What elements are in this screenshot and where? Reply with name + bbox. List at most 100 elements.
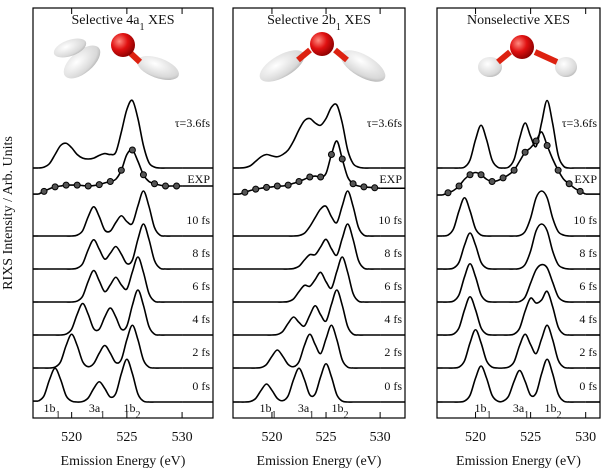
exp-point	[543, 142, 551, 149]
series-label: 0 fs	[192, 379, 210, 393]
series-label: 4 fs	[579, 312, 597, 326]
exp-point	[51, 183, 59, 191]
spectrum	[38, 324, 183, 369]
exp-point	[106, 178, 114, 185]
panel-frame	[436, 7, 601, 419]
exp-point	[273, 182, 281, 190]
peak-label: 1b1	[44, 401, 61, 421]
peak-label: 3a1	[513, 401, 529, 421]
exp-point	[488, 178, 496, 185]
spectrum	[442, 190, 586, 237]
exp-point	[128, 146, 136, 154]
series-label: 8 fs	[579, 246, 597, 260]
exp-point	[62, 181, 70, 189]
spectrum	[442, 290, 586, 336]
series-label: 4 fs	[384, 312, 402, 326]
exp-point	[84, 182, 92, 190]
series-label: 0 fs	[384, 379, 402, 393]
molecule-3	[478, 35, 577, 77]
x-tick-label: 525	[316, 430, 337, 445]
series-label: 6 fs	[384, 279, 402, 293]
text-part: XES	[145, 13, 175, 28]
text-part: 1	[56, 410, 61, 421]
exp-point	[139, 171, 147, 179]
panel-title: Selective 4a1 XES	[72, 13, 175, 33]
x-axis-label: Emission Energy (eV)	[61, 454, 186, 469]
series-label: 6 fs	[579, 279, 597, 293]
series-label: τ=3.6fs	[562, 116, 598, 130]
x-tick-label: 525	[520, 430, 541, 445]
text-part: 1b	[475, 401, 487, 415]
exp-point	[338, 155, 346, 163]
series-label: EXP	[187, 172, 210, 186]
exp-point	[349, 180, 357, 188]
exp-point	[521, 148, 529, 156]
x-tick-label: 520	[61, 430, 82, 445]
series-label: 10 fs	[186, 213, 210, 227]
series-label: τ=3.6fs	[175, 116, 211, 130]
x-tick-label: 520	[261, 430, 282, 445]
text-part: 3a	[513, 401, 525, 415]
peak-label: 1b2	[332, 401, 349, 421]
y-axis-label: RIXS Intensity / Arb. Units	[1, 136, 16, 290]
exp-point	[263, 183, 271, 191]
text-part: 1b	[332, 401, 344, 415]
x-tick-label: 525	[116, 430, 137, 445]
series-label: 10 fs	[573, 213, 597, 227]
text-part: 1b	[545, 401, 557, 415]
panel-title: Nonselective XES	[467, 13, 570, 28]
text-part: Selective 4a	[72, 13, 141, 28]
peak-label: 3a1	[89, 401, 105, 421]
exp-point	[241, 188, 249, 196]
spectrum	[38, 256, 183, 303]
panel-frame	[232, 7, 406, 419]
text-part: 2	[557, 410, 562, 421]
series-label: EXP	[574, 172, 597, 186]
spectrum	[38, 99, 183, 169]
exp-point	[150, 180, 158, 188]
exp-point	[327, 151, 335, 158]
spectrum	[442, 262, 586, 303]
exp-point	[499, 174, 507, 182]
exp-point	[284, 181, 292, 189]
text-part: 3a	[298, 401, 310, 415]
spectrum	[38, 148, 183, 195]
exp-point	[360, 183, 368, 191]
x-axis-label: Emission Energy (eV)	[456, 454, 581, 469]
spectrum	[239, 289, 381, 336]
exp-point	[317, 173, 325, 181]
spectrum	[442, 324, 586, 369]
molecule-2	[259, 32, 386, 82]
exp-point	[371, 184, 379, 192]
spectrum	[37, 358, 183, 403]
spectrum	[239, 362, 381, 403]
spectrum	[239, 256, 381, 303]
plot-area	[33, 99, 213, 403]
series-label: EXP	[379, 172, 402, 186]
plot-area	[437, 99, 600, 403]
series-label: 2 fs	[192, 345, 210, 359]
x-axis-label: Emission Energy (eV)	[257, 454, 382, 469]
text-part: 1	[100, 410, 105, 421]
text-part: 1	[272, 410, 277, 421]
exp-point	[162, 182, 170, 190]
spectrum	[239, 223, 381, 270]
spectrum	[38, 289, 183, 336]
spectrum	[239, 103, 381, 169]
text-part: 1	[140, 22, 145, 33]
series-label: 2 fs	[384, 345, 402, 359]
exp-point	[554, 166, 562, 174]
peak-label: 1b1	[475, 401, 492, 421]
spectrum	[239, 324, 381, 369]
molecule-1	[53, 33, 179, 81]
series-label: 8 fs	[192, 246, 210, 260]
exp-point	[252, 185, 260, 193]
text-part: 1	[487, 410, 492, 421]
spectrum	[442, 358, 586, 403]
x-tick-label: 530	[172, 430, 193, 445]
exp-point	[117, 166, 125, 174]
text-part: XES	[341, 13, 371, 28]
series-label: 0 fs	[579, 379, 597, 393]
exp-point	[532, 137, 540, 145]
series-label: 2 fs	[579, 345, 597, 359]
